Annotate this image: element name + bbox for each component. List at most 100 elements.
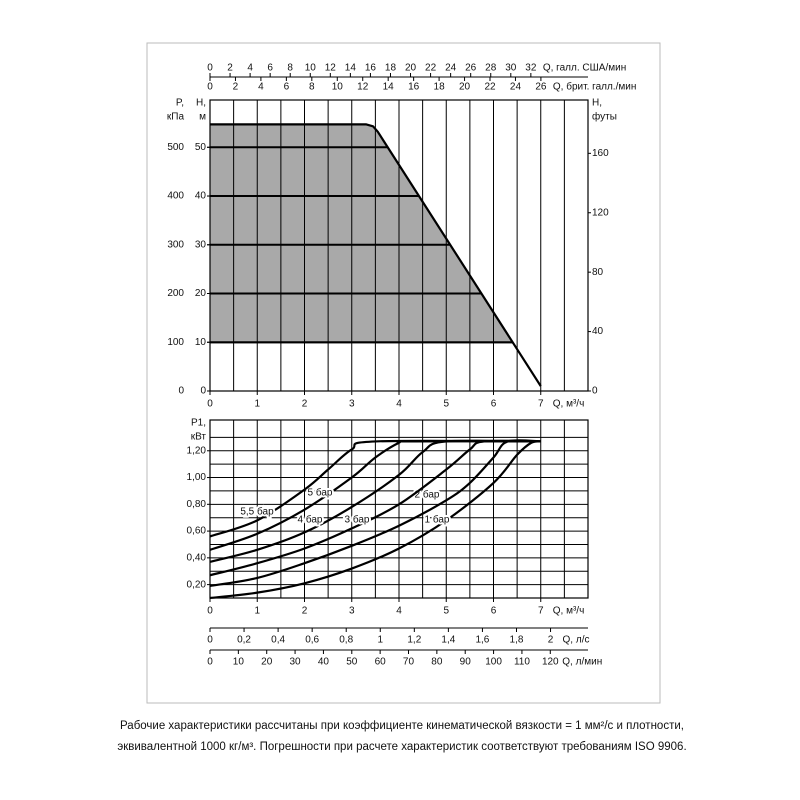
x-tick-label: 30 bbox=[290, 657, 302, 668]
curve-label: 3 бар bbox=[345, 514, 370, 526]
grid bbox=[209, 100, 565, 391]
y-axis-label: H, bbox=[592, 98, 602, 109]
y-axis-label: м bbox=[199, 112, 206, 123]
x-tick-label: 6 bbox=[267, 63, 273, 74]
x-tick-label: 1 bbox=[377, 635, 383, 646]
y-tick-label: 160 bbox=[592, 148, 609, 159]
x-tick-label: 0 bbox=[207, 399, 213, 410]
x-tick-label: 50 bbox=[346, 657, 358, 668]
x-tick-label: 14 bbox=[383, 82, 395, 93]
y-tick-label: 500 bbox=[167, 142, 184, 153]
curve-label: 5,5 бар bbox=[240, 506, 274, 518]
x-tick-label: 110 bbox=[514, 657, 530, 668]
x-tick-label: 32 bbox=[525, 63, 537, 74]
x-tick-label: 12 bbox=[357, 82, 369, 93]
x-tick-label: 26 bbox=[465, 63, 477, 74]
x-axis-label: Q, л/мин bbox=[562, 657, 602, 668]
x-tick-label: 0,2 bbox=[237, 635, 251, 646]
x-tick-label: 1,6 bbox=[475, 635, 489, 646]
x-tick-label: 5 bbox=[443, 606, 449, 617]
x-tick-label: 70 bbox=[403, 657, 415, 668]
y-tick-label: 40 bbox=[195, 191, 207, 202]
x-axis-label: Q, галл. США/мин bbox=[543, 63, 626, 74]
x-axis-label: Q, м³/ч bbox=[553, 606, 585, 617]
x-tick-label: 6 bbox=[491, 606, 497, 617]
x-tick-label: 1,8 bbox=[510, 635, 524, 646]
x-tick-label: 4 bbox=[396, 399, 402, 410]
x-tick-label: 0 bbox=[207, 657, 213, 668]
y-tick-label: 0,20 bbox=[187, 579, 207, 590]
x-tick-label: 4 bbox=[247, 63, 253, 74]
caption-line: эквивалентной 1000 кг/м³. Погрешности пр… bbox=[117, 741, 686, 753]
figure-frame bbox=[146, 42, 661, 704]
y-tick-label: 1,20 bbox=[187, 445, 207, 456]
x-tick-label: 18 bbox=[434, 82, 446, 93]
x-tick-label: 4 bbox=[396, 606, 402, 617]
x-tick-label: 24 bbox=[510, 82, 522, 93]
x-tick-label: 5 bbox=[443, 399, 449, 410]
x-tick-label: 0 bbox=[207, 82, 213, 93]
x-tick-label: 2 bbox=[302, 606, 308, 617]
y-tick-label: 120 bbox=[592, 207, 609, 218]
x-tick-label: 20 bbox=[261, 657, 273, 668]
x-tick-label: 80 bbox=[431, 657, 443, 668]
x-tick-label: 18 bbox=[385, 63, 397, 74]
x-tick-label: 16 bbox=[408, 82, 420, 93]
x-tick-label: 12 bbox=[325, 63, 337, 74]
y-tick-label: 0 bbox=[178, 386, 184, 397]
x-tick-label: 10 bbox=[233, 657, 245, 668]
x-tick-label: 120 bbox=[542, 657, 559, 668]
x-tick-label: 4 bbox=[258, 82, 264, 93]
y-tick-label: 0 bbox=[200, 386, 206, 397]
x-tick-label: 0 bbox=[207, 635, 213, 646]
x-tick-label: 3 bbox=[349, 606, 355, 617]
x-tick-label: 7 bbox=[538, 399, 544, 410]
caption-line: Рабочие характеристики рассчитаны при ко… bbox=[120, 720, 684, 732]
x-tick-label: 30 bbox=[505, 63, 517, 74]
x-tick-label: 2 bbox=[548, 635, 554, 646]
x-tick-label: 2 bbox=[233, 82, 239, 93]
curve bbox=[210, 123, 542, 387]
x-tick-label: 24 bbox=[445, 63, 457, 74]
x-tick-label: 14 bbox=[345, 63, 357, 74]
x-tick-label: 40 bbox=[318, 657, 330, 668]
y-tick-label: 0,80 bbox=[187, 499, 207, 510]
x-tick-label: 60 bbox=[375, 657, 387, 668]
y-tick-label: 0,60 bbox=[187, 526, 207, 537]
y-tick-label: 0,40 bbox=[187, 552, 207, 563]
y-tick-label: 100 bbox=[167, 337, 184, 348]
x-tick-label: 8 bbox=[287, 63, 293, 74]
curve-label: 5 бар bbox=[308, 487, 333, 499]
curve-label: 4 бар bbox=[298, 514, 323, 526]
x-tick-label: 20 bbox=[459, 82, 471, 93]
x-tick-label: 1 bbox=[254, 606, 260, 617]
curve bbox=[209, 439, 541, 588]
y-axis-label: H, bbox=[196, 98, 206, 109]
y-tick-label: 400 bbox=[167, 191, 184, 202]
y-tick-label: 30 bbox=[195, 239, 207, 250]
curve bbox=[209, 439, 541, 538]
y-axis-label: кПа bbox=[167, 112, 185, 123]
y-axis-label: P1, bbox=[191, 418, 206, 429]
x-axis-label: Q, м³/ч bbox=[553, 399, 585, 410]
x-tick-label: 0 bbox=[207, 63, 213, 74]
x-tick-label: 0,8 bbox=[339, 635, 353, 646]
x-tick-label: 100 bbox=[485, 657, 502, 668]
x-tick-label: 0 bbox=[207, 606, 213, 617]
x-tick-label: 26 bbox=[535, 82, 547, 93]
y-axis-label: кВт bbox=[191, 432, 207, 443]
x-axis-label: Q, л/с bbox=[563, 635, 590, 646]
operating-area bbox=[210, 124, 514, 344]
x-tick-label: 1,2 bbox=[407, 635, 421, 646]
y-axis-label: футы bbox=[592, 111, 617, 123]
curve bbox=[209, 439, 541, 577]
x-axis-label: Q, брит. галл./мин bbox=[553, 81, 636, 93]
y-tick-label: 0 bbox=[592, 386, 598, 397]
x-tick-label: 8 bbox=[309, 82, 315, 93]
y-tick-label: 300 bbox=[167, 239, 184, 250]
x-tick-label: 90 bbox=[460, 657, 472, 668]
y-tick-label: 40 bbox=[592, 326, 604, 337]
x-tick-label: 6 bbox=[284, 82, 290, 93]
curve bbox=[209, 440, 541, 600]
y-axis-label: P, bbox=[176, 98, 184, 109]
